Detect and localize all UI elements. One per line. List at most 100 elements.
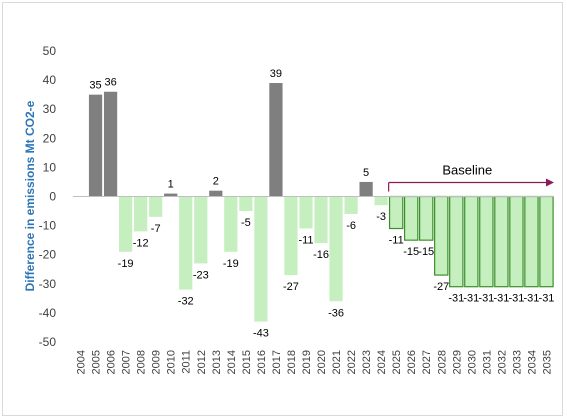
baseline-label: Baseline xyxy=(442,163,492,178)
x-tick-label: 2012 xyxy=(196,350,208,374)
y-tick-label: 20 xyxy=(43,131,57,145)
x-tick-label: 2032 xyxy=(496,350,508,374)
bar xyxy=(209,190,223,197)
data-label: -19 xyxy=(118,258,134,270)
bar xyxy=(179,196,193,290)
bar xyxy=(269,83,283,197)
bar xyxy=(164,193,178,197)
y-tick-label: -20 xyxy=(39,248,57,262)
bar xyxy=(374,196,388,206)
bar xyxy=(88,94,103,197)
data-label: -43 xyxy=(253,328,269,340)
bar-series xyxy=(88,83,554,322)
x-tick-label: 2006 xyxy=(106,350,118,374)
data-label: -11 xyxy=(298,235,313,247)
bar xyxy=(464,195,479,288)
data-label: -31 xyxy=(478,293,494,305)
y-tick-label: -40 xyxy=(39,306,57,320)
bar xyxy=(359,181,373,197)
data-label: -23 xyxy=(193,269,209,281)
x-tick-label: 2014 xyxy=(226,350,238,374)
data-label: 35 xyxy=(89,80,101,92)
data-label: 36 xyxy=(104,77,116,89)
bar xyxy=(329,196,343,302)
bar xyxy=(479,195,494,288)
x-tick-label: 2027 xyxy=(421,350,433,374)
bar xyxy=(194,196,208,264)
bar xyxy=(434,195,449,276)
baseline-arrowhead xyxy=(546,178,554,187)
bar xyxy=(299,196,313,229)
x-tick-label: 2024 xyxy=(376,350,388,374)
bar xyxy=(539,195,554,288)
y-tick-label: 10 xyxy=(43,160,57,174)
x-tick-label: 2023 xyxy=(361,350,373,374)
x-tick-label: 2018 xyxy=(286,350,298,374)
y-axis-title: Difference in emissions Mt CO2-e xyxy=(23,100,37,291)
bar xyxy=(524,195,539,288)
baseline-annotation: Baseline xyxy=(388,163,554,192)
data-label: -7 xyxy=(151,223,161,235)
y-axis: 50 40 30 20 10 0 -10 -20 -30 -40 -50 xyxy=(39,44,57,349)
data-label: -5 xyxy=(241,217,251,229)
x-tick-label: 2013 xyxy=(211,350,223,374)
bar xyxy=(103,91,118,197)
x-tick-label: 2035 xyxy=(541,350,553,374)
bar xyxy=(494,195,509,288)
x-tick-label: 2033 xyxy=(511,350,523,374)
y-tick-label: 40 xyxy=(43,73,57,87)
data-label: -31 xyxy=(524,293,540,305)
x-tick-label: 2026 xyxy=(406,350,418,374)
x-tick-label: 2015 xyxy=(241,350,253,374)
bar xyxy=(254,196,268,322)
bar xyxy=(388,195,404,230)
data-label: -31 xyxy=(539,293,555,305)
data-label: -12 xyxy=(133,237,149,249)
x-tick-label: 2028 xyxy=(436,350,448,374)
y-tick-label: -10 xyxy=(39,219,57,233)
data-label: -19 xyxy=(223,258,239,270)
data-label: -15 xyxy=(418,246,434,258)
data-label: -15 xyxy=(403,246,419,258)
data-label: -31 xyxy=(448,293,464,305)
data-label: -6 xyxy=(346,220,356,232)
data-label: 2 xyxy=(213,176,219,188)
x-tick-label: 2008 xyxy=(136,350,148,374)
x-tick-label: 2022 xyxy=(346,350,358,374)
y-tick-label: 50 xyxy=(43,44,57,58)
y-tick-label: 30 xyxy=(43,102,57,116)
data-label: -3 xyxy=(376,211,386,223)
bar xyxy=(509,195,524,288)
data-label: 5 xyxy=(363,167,369,179)
data-label: -31 xyxy=(493,293,509,305)
data-label: -32 xyxy=(178,296,194,308)
bar xyxy=(344,196,358,214)
bar xyxy=(419,195,434,241)
x-axis: 2004 2005 2006 2007 2008 2009 2010 2011 2012 2013… xyxy=(73,196,554,374)
y-tick-label: 0 xyxy=(49,190,56,204)
data-label: -27 xyxy=(433,281,449,293)
bar xyxy=(118,196,133,252)
bar xyxy=(239,196,253,212)
x-tick-label: 2011 xyxy=(181,350,193,374)
x-tick-label: 2009 xyxy=(151,350,163,374)
y-tick-label: -50 xyxy=(39,335,57,349)
data-label: -27 xyxy=(283,281,299,293)
x-tick-label: 2004 xyxy=(76,350,88,374)
x-tick-label: 2005 xyxy=(91,350,103,374)
data-label: -36 xyxy=(328,307,344,319)
data-labels: 35 36-19-12-71-32-232-19-5-4339-27-11-16-… xyxy=(89,68,554,340)
data-label: -31 xyxy=(508,293,524,305)
x-tick-label: 2020 xyxy=(316,350,328,374)
x-tick-label: 2016 xyxy=(256,350,268,374)
x-tick-label: 2031 xyxy=(481,350,493,374)
x-tick-label: 2010 xyxy=(166,350,178,374)
bar xyxy=(224,196,238,252)
data-label: -31 xyxy=(463,293,479,305)
bar xyxy=(314,196,328,244)
x-tick-label: 2017 xyxy=(271,350,283,374)
data-label: -11 xyxy=(389,235,404,247)
bar xyxy=(149,196,163,217)
x-tick-label: 2007 xyxy=(121,350,133,374)
